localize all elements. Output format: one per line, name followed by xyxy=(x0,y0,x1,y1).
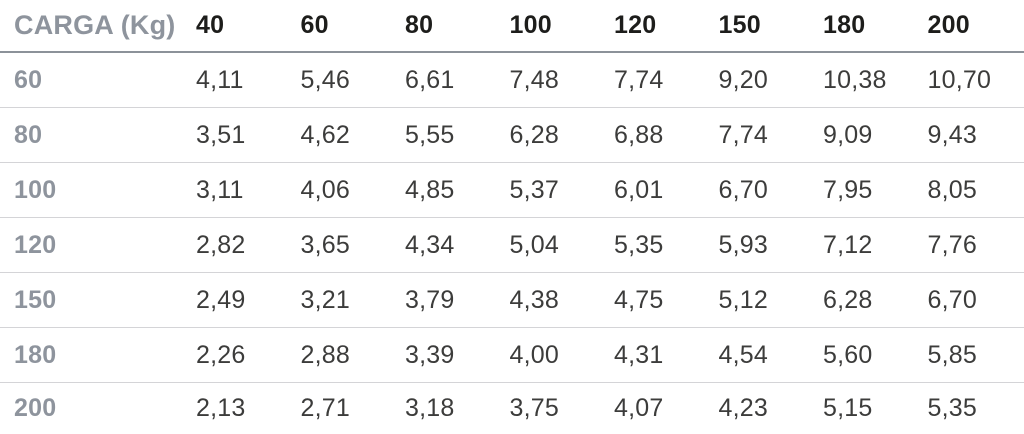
table-cell: 5,60 xyxy=(823,340,873,369)
column-header: 60 xyxy=(300,11,329,39)
table-row: 120 2,82 3,65 4,34 5,04 5,35 5,93 7,12 7,76 xyxy=(0,218,1024,273)
table-cell: 3,65 xyxy=(300,230,350,259)
table-cell: 5,93 xyxy=(718,230,768,259)
table-row: 100 3,11 4,06 4,85 5,37 6,01 6,70 7,95 8,05 xyxy=(0,163,1024,218)
column-header: 200 xyxy=(927,11,970,39)
table-cell: 8,05 xyxy=(927,175,977,204)
table-cell: 2,49 xyxy=(196,285,246,314)
table-cell: 4,34 xyxy=(405,230,455,259)
table-cell: 9,20 xyxy=(718,65,768,94)
table-cell: 6,01 xyxy=(614,175,664,204)
table-cell: 3,51 xyxy=(196,120,246,149)
table-row: 180 2,26 2,88 3,39 4,00 4,31 4,54 5,60 5,85 xyxy=(0,328,1024,383)
column-header: 120 xyxy=(614,11,657,39)
row-label: 120 xyxy=(14,230,57,259)
table-body: 60 4,11 5,46 6,61 7,48 7,74 9,20 10,38 10,70 80 3,… xyxy=(0,53,1024,434)
table-cell: 5,85 xyxy=(927,340,977,369)
row-label: 150 xyxy=(14,285,57,314)
table-cell: 4,38 xyxy=(509,285,559,314)
table-cell: 7,74 xyxy=(614,65,664,94)
table-cell: 3,11 xyxy=(196,175,244,204)
table-cell: 7,12 xyxy=(823,230,873,259)
table-cell: 3,75 xyxy=(509,394,559,422)
table-cell: 4,00 xyxy=(509,340,559,369)
table-cell: 4,06 xyxy=(300,175,350,204)
table-cell: 2,13 xyxy=(196,394,246,422)
table-cell: 3,79 xyxy=(405,285,455,314)
table-cell: 6,70 xyxy=(927,285,977,314)
column-header: 100 xyxy=(509,11,552,39)
table-cell: 6,61 xyxy=(405,65,455,94)
column-header: 180 xyxy=(823,11,866,39)
table-cell: 4,75 xyxy=(614,285,664,314)
table-cell: 5,46 xyxy=(300,65,350,94)
column-header: 150 xyxy=(718,11,761,39)
table-cell: 5,35 xyxy=(614,230,664,259)
table-cell: 7,95 xyxy=(823,175,873,204)
table-corner-label: CARGA (Kg) xyxy=(14,10,176,40)
table-cell: 2,71 xyxy=(300,394,350,422)
table-cell: 6,28 xyxy=(509,120,559,149)
table-cell: 5,04 xyxy=(509,230,559,259)
table-cell: 4,11 xyxy=(196,65,244,94)
table-cell: 4,62 xyxy=(300,120,350,149)
table-cell: 9,43 xyxy=(927,120,977,149)
table-cell: 3,39 xyxy=(405,340,455,369)
table-header-row: CARGA (Kg) 40 60 80 100 120 150 180 200 xyxy=(0,0,1024,53)
table-row: 150 2,49 3,21 3,79 4,38 4,75 5,12 6,28 6,70 xyxy=(0,273,1024,328)
table-row: 80 3,51 4,62 5,55 6,28 6,88 7,74 9,09 9,43 xyxy=(0,108,1024,163)
table-cell: 5,55 xyxy=(405,120,455,149)
row-label: 180 xyxy=(14,340,57,369)
table-cell: 5,35 xyxy=(927,394,977,422)
column-header: 80 xyxy=(405,11,434,39)
table-cell: 5,15 xyxy=(823,394,873,422)
row-label: 100 xyxy=(14,175,57,204)
table-cell: 2,26 xyxy=(196,340,246,369)
table-cell: 3,21 xyxy=(300,285,350,314)
table-cell: 4,85 xyxy=(405,175,455,204)
table-cell: 6,88 xyxy=(614,120,664,149)
table-cell: 4,31 xyxy=(614,340,664,369)
table-cell: 4,54 xyxy=(718,340,768,369)
table-cell: 10,70 xyxy=(927,65,992,94)
table-cell: 7,48 xyxy=(509,65,559,94)
column-header: 40 xyxy=(196,11,225,39)
row-label: 200 xyxy=(14,394,57,422)
table-cell: 5,12 xyxy=(718,285,768,314)
table-cell: 6,70 xyxy=(718,175,768,204)
table-cell: 7,76 xyxy=(927,230,977,259)
table-row: 60 4,11 5,46 6,61 7,48 7,74 9,20 10,38 10,70 xyxy=(0,53,1024,108)
table-cell: 5,37 xyxy=(509,175,559,204)
table-cell: 4,23 xyxy=(718,394,768,422)
table-cell: 2,88 xyxy=(300,340,350,369)
row-label: 80 xyxy=(14,120,43,149)
table-cell: 10,38 xyxy=(823,65,887,94)
table-cell: 7,74 xyxy=(718,120,768,149)
table-cell: 3,18 xyxy=(405,394,455,422)
row-label: 60 xyxy=(14,65,43,94)
table-cell: 4,07 xyxy=(614,394,664,422)
table-cell: 6,28 xyxy=(823,285,873,314)
table-cell: 2,82 xyxy=(196,230,246,259)
table-row: 200 2,13 2,71 3,18 3,75 4,07 4,23 5,15 5,35 xyxy=(0,383,1024,434)
table-cell: 9,09 xyxy=(823,120,873,149)
